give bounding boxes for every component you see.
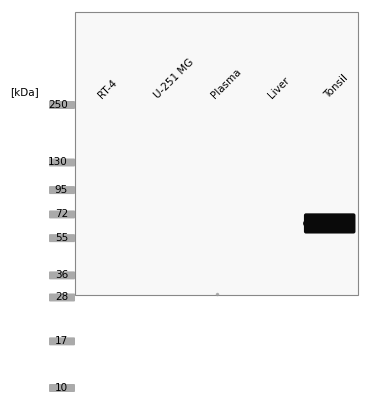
Text: Liver: Liver xyxy=(266,75,291,100)
FancyBboxPatch shape xyxy=(49,186,75,194)
Bar xyxy=(75,12,358,295)
Text: 130: 130 xyxy=(48,158,68,168)
FancyBboxPatch shape xyxy=(49,158,75,166)
Text: 36: 36 xyxy=(55,270,68,280)
FancyBboxPatch shape xyxy=(49,337,75,345)
FancyBboxPatch shape xyxy=(49,234,75,242)
Text: 55: 55 xyxy=(55,233,68,243)
Text: 28: 28 xyxy=(55,292,68,302)
FancyBboxPatch shape xyxy=(49,101,75,109)
Text: 250: 250 xyxy=(48,100,68,110)
FancyBboxPatch shape xyxy=(49,271,75,279)
Text: 72: 72 xyxy=(55,210,68,220)
Text: Plasma: Plasma xyxy=(209,66,243,100)
Text: [kDa]: [kDa] xyxy=(10,87,39,97)
FancyBboxPatch shape xyxy=(49,384,75,392)
Text: 17: 17 xyxy=(55,336,68,346)
Text: Tonsil: Tonsil xyxy=(323,72,350,100)
Text: U-251 MG: U-251 MG xyxy=(153,57,196,100)
FancyBboxPatch shape xyxy=(304,213,356,234)
Text: 95: 95 xyxy=(55,185,68,195)
Ellipse shape xyxy=(303,214,351,232)
FancyBboxPatch shape xyxy=(49,294,75,302)
FancyBboxPatch shape xyxy=(49,210,75,218)
Text: RT-4: RT-4 xyxy=(96,77,119,100)
Text: 10: 10 xyxy=(55,383,68,393)
